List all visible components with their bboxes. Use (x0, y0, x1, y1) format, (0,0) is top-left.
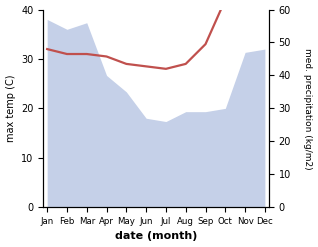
Y-axis label: max temp (C): max temp (C) (5, 75, 16, 142)
Y-axis label: med. precipitation (kg/m2): med. precipitation (kg/m2) (303, 48, 313, 169)
X-axis label: date (month): date (month) (115, 231, 197, 242)
